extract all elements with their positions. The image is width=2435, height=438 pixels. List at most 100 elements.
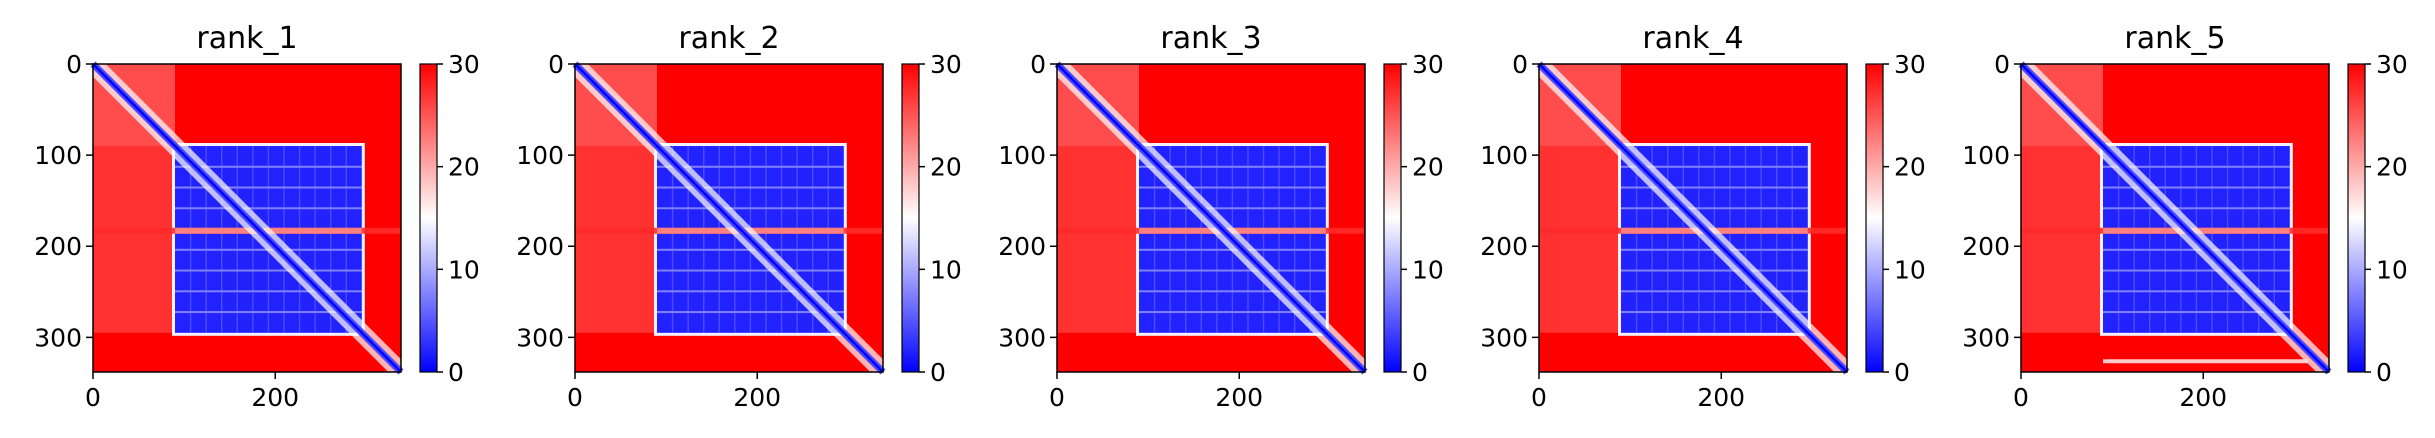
y-tick-label: 200: [34, 232, 82, 261]
domain-striation: [283, 146, 285, 333]
domain-striation: [657, 290, 844, 293]
domain-striation: [175, 269, 362, 272]
colorbar-tick-label: 20: [448, 153, 480, 182]
diagonal-core: [2020, 63, 2330, 373]
domain-striation: [687, 146, 689, 333]
domain-striation: [1621, 311, 1808, 314]
y-tick-label: 100: [516, 141, 564, 170]
y-tick-label: 300: [1480, 323, 1528, 352]
colorbar-tick-label: 30: [1894, 50, 1926, 79]
x-tick-label: 200: [733, 383, 781, 412]
colorbar-tick-label: 0: [2376, 358, 2392, 387]
diagonal-core: [92, 63, 402, 373]
domain-striation: [298, 146, 301, 333]
x-tick-label: 0: [2013, 383, 2029, 412]
domain-striation: [2211, 146, 2213, 333]
y-tick-label: 300: [998, 323, 1046, 352]
domain-striation: [1216, 146, 1218, 333]
domain-striation: [1139, 165, 1326, 168]
colorbar-tick-label: 10: [1412, 255, 1444, 284]
colorbar-tick-label: 20: [2376, 153, 2408, 182]
domain-striation: [2103, 186, 2290, 189]
y-tick-label: 200: [516, 232, 564, 261]
colorbar-tick-label: 0: [930, 358, 946, 387]
domain-striation: [657, 186, 844, 189]
heatmap-panel-2: rank_2 0 100 200 300 0 200 0 10 20 30: [516, 21, 962, 412]
domain-striation: [1698, 146, 1700, 333]
domain-striation: [1667, 146, 1669, 333]
y-tick-label: 100: [34, 141, 82, 170]
domain-striation: [2242, 146, 2244, 333]
panel-title: rank_2: [678, 21, 779, 56]
y-tick-label: 100: [1480, 141, 1528, 170]
domain-striation: [657, 311, 844, 314]
domain-striation: [2103, 207, 2290, 210]
y-tick-label: 0: [1512, 50, 1528, 79]
colorbar-tick-label: 10: [2376, 255, 2408, 284]
domain-striation: [1621, 186, 1808, 189]
domain-striation: [1621, 269, 1808, 272]
domain-striation: [765, 146, 767, 333]
domain-striation: [1278, 146, 1280, 333]
domain-striation: [811, 146, 814, 333]
domain-striation: [1682, 146, 1684, 333]
domain-striation: [1760, 146, 1762, 333]
left-flank-region: [575, 146, 658, 333]
domain-striation: [329, 146, 332, 333]
colorbar-tick-label: 0: [1412, 358, 1428, 387]
domain-striation: [1791, 146, 1793, 333]
domain-striation: [2180, 146, 2182, 333]
domain-striation: [2133, 146, 2135, 333]
domain-striation: [1729, 146, 1731, 333]
domain-striation: [1651, 146, 1653, 333]
domain-striation: [252, 146, 254, 333]
domain-striation: [2257, 146, 2260, 333]
domain-striation: [236, 146, 238, 333]
domain-striation: [1153, 146, 1156, 333]
colorbar-tick-label: 20: [930, 153, 962, 182]
x-tick-label: 200: [2179, 383, 2227, 412]
axes-frame: [1056, 63, 1366, 373]
panel-title: rank_5: [2124, 21, 2225, 56]
domain-striation: [703, 146, 705, 333]
y-tick-label: 100: [998, 141, 1046, 170]
domain-striation: [2103, 165, 2290, 168]
domain-striation: [671, 146, 674, 333]
x-tick-label: 200: [251, 383, 299, 412]
axes-frame: [2020, 63, 2330, 373]
y-tick-label: 0: [548, 50, 564, 79]
y-tick-label: 300: [34, 323, 82, 352]
domain-striation: [1621, 165, 1808, 168]
axes-frame: [1538, 63, 1848, 373]
domain-striation: [1775, 146, 1778, 333]
diagonal-core: [1056, 63, 1366, 373]
domain-striation: [2117, 146, 2120, 333]
domain-striation: [2103, 269, 2290, 272]
y-tick-label: 100: [1962, 141, 2010, 170]
domain-striation: [2273, 146, 2275, 333]
left-flank-region: [93, 146, 176, 333]
domain-striation: [1744, 146, 1747, 333]
domain-striation: [2103, 290, 2290, 293]
heatmap-panel-4: rank_4 0 100 200 300 0 200 0 10 20 30: [1480, 21, 1926, 412]
heatmap-panel-5: rank_5 0 100 200 300 0 200 0 10 20 30: [1962, 21, 2408, 412]
domain-striation: [175, 207, 362, 210]
domain-striation: [175, 311, 362, 314]
colorbar-tick-label: 10: [930, 255, 962, 284]
domain-striation: [2164, 146, 2166, 333]
colorbar: [901, 63, 920, 373]
colorbar: [1383, 63, 1402, 373]
domain-striation: [1621, 290, 1808, 293]
domain-striation: [1293, 146, 1296, 333]
colorbar: [1865, 63, 1884, 373]
domain-striation: [2226, 146, 2229, 333]
x-tick-label: 0: [85, 383, 101, 412]
domain-striation: [1185, 146, 1187, 333]
domain-striation: [1262, 146, 1265, 333]
y-tick-label: 200: [1480, 232, 1528, 261]
panel-title: rank_3: [1160, 21, 1261, 56]
colorbar-tick-label: 20: [1412, 153, 1444, 182]
domain-striation: [1139, 311, 1326, 314]
